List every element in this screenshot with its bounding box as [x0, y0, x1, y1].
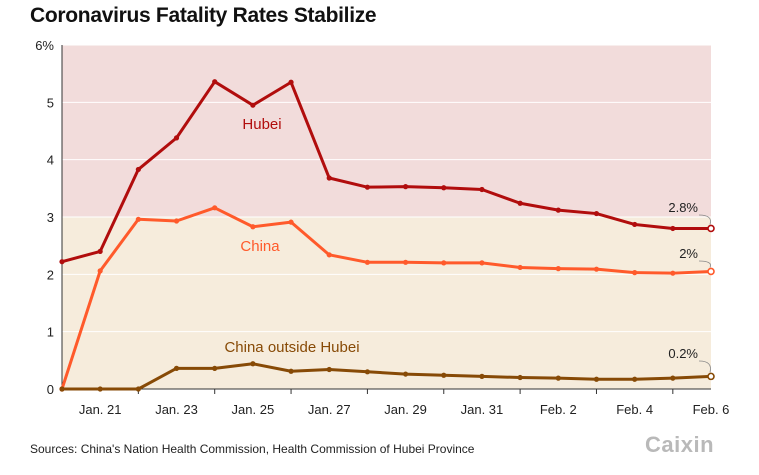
data-point — [593, 376, 600, 382]
data-point — [288, 79, 294, 85]
data-point — [364, 369, 371, 375]
data-point — [441, 260, 447, 266]
data-point — [173, 218, 180, 224]
x-tick-label: Jan. 21 — [79, 402, 122, 417]
background-band-1 — [62, 217, 711, 389]
y-tick-label: 2 — [47, 267, 54, 282]
data-point — [479, 260, 485, 266]
data-point — [593, 210, 600, 217]
series-label: China outside Hubei — [224, 339, 359, 356]
data-point — [250, 361, 256, 367]
x-tick-label: Feb. 4 — [616, 402, 653, 417]
data-point — [250, 102, 256, 108]
data-point — [173, 365, 180, 371]
y-tick-label: 0 — [47, 382, 54, 397]
series-label: China — [240, 238, 280, 255]
end-value-label: 0.2% — [668, 346, 698, 361]
data-point — [288, 368, 294, 374]
data-point — [326, 252, 332, 258]
series-line-2 — [60, 362, 713, 391]
data-point — [402, 371, 409, 377]
data-point — [59, 386, 65, 392]
data-point — [326, 175, 332, 181]
data-point — [479, 373, 485, 379]
data-point — [97, 248, 103, 254]
series-line-0 — [60, 80, 713, 264]
end-value-label: 2% — [679, 246, 698, 261]
data-point — [632, 270, 638, 276]
caixin-logo: Caixin — [645, 432, 715, 457]
data-point — [555, 375, 561, 381]
y-tick-label: 6% — [35, 38, 54, 53]
x-tick-label: Jan. 23 — [155, 402, 198, 417]
data-point — [212, 79, 218, 85]
data-point — [135, 386, 141, 392]
series-line-1 — [60, 206, 713, 391]
data-point — [288, 219, 294, 225]
series-label: Hubei — [242, 116, 281, 133]
data-point-end — [707, 224, 715, 233]
x-tick-label: Jan. 27 — [308, 402, 351, 417]
data-point — [479, 186, 485, 193]
background-band-0 — [62, 45, 711, 217]
data-point — [517, 264, 523, 271]
data-point — [441, 185, 447, 191]
chart-title: Coronavirus Fatality Rates Stabilize — [30, 4, 377, 27]
x-tick-label: Feb. 2 — [540, 402, 577, 417]
data-point — [173, 135, 180, 141]
data-point — [135, 216, 141, 222]
data-point — [555, 207, 561, 213]
y-tick-label: 3 — [47, 210, 54, 225]
data-point — [135, 166, 141, 173]
end-label-leader — [698, 260, 711, 268]
data-point — [670, 270, 676, 276]
data-point — [364, 184, 371, 190]
end-label-leader — [698, 214, 711, 225]
data-point — [250, 224, 256, 230]
data-point — [632, 221, 638, 228]
x-tick-label: Feb. 6 — [693, 402, 730, 417]
data-point — [364, 259, 371, 265]
data-point — [402, 184, 409, 190]
source-note: Sources: China's Nation Health Commissio… — [30, 442, 475, 456]
x-tick-label: Jan. 29 — [384, 402, 427, 417]
data-point-end — [707, 372, 715, 381]
data-point — [517, 374, 523, 381]
data-point — [517, 200, 523, 206]
data-point — [97, 386, 103, 392]
y-tick-label: 5 — [47, 95, 54, 110]
data-point — [402, 259, 409, 265]
data-point — [212, 365, 218, 371]
end-value-label: 2.8% — [668, 200, 698, 215]
data-point — [593, 266, 600, 272]
x-tick-label: Jan. 25 — [232, 402, 275, 417]
data-point — [97, 268, 103, 274]
x-tick-label: Jan. 31 — [461, 402, 504, 417]
data-point-end — [707, 267, 715, 276]
data-point — [670, 225, 676, 232]
data-point — [555, 266, 561, 272]
data-point — [212, 205, 218, 211]
data-point — [441, 372, 447, 378]
data-point — [59, 259, 65, 265]
y-tick-label: 4 — [47, 153, 54, 168]
end-label-leader — [698, 360, 711, 373]
data-point — [670, 375, 676, 381]
data-point — [326, 366, 332, 373]
data-point — [632, 376, 638, 382]
y-tick-label: 1 — [47, 325, 54, 340]
